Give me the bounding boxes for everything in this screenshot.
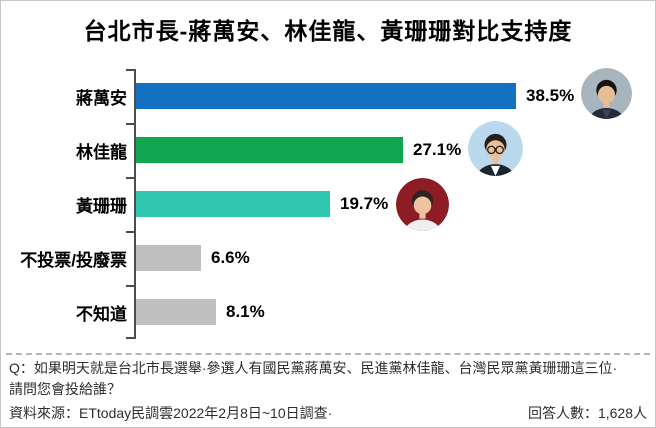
bar-row: 不投票/投廢票 6.6% [1,231,655,285]
category-label: 林佳龍 [76,142,127,162]
value-label: 38.5% [526,86,575,105]
candidate-photo-1 [581,68,632,119]
category-label: 黃珊珊 [76,196,127,216]
question-line-2: 請問您會投給誰？ [9,381,121,397]
value-label: 19.7% [340,194,389,213]
bar-row: 林佳龍 27.1% [1,123,655,177]
bar [136,191,330,217]
tick-mark [126,231,134,233]
tick-mark [126,123,134,125]
value-label: 6.6% [211,248,250,267]
tick-mark [126,285,134,287]
candidate-photo-2 [468,121,523,176]
question-line-1: Q：如果明天就是台北市長選舉·參選人有國民黨蔣萬安、民進黨林佳龍、台灣民眾黨黃珊… [9,360,618,376]
tick-mark [126,177,134,179]
axis-line [134,69,136,339]
bar [136,299,216,325]
respondents-text: 回答人數：1,628人 [527,405,647,421]
bar [136,245,201,271]
separator-line [6,353,650,355]
category-label: 不投票/投廢票 [20,250,127,270]
value-label: 27.1% [413,140,462,159]
tick-mark [126,69,134,71]
bar [136,83,516,109]
category-label: 不知道 [76,304,127,324]
chart-area: 蔣萬安 38.5% 林佳龍 27.1% 黃珊珊 19.7% 不投票/投廢票 6.6% 不知道 8.… [1,69,655,339]
bar-row: 蔣萬安 38.5% [1,69,655,123]
chart-title: 台北市長-蔣萬安、林佳龍、黃珊珊對比支持度 [83,18,573,44]
category-label: 蔣萬安 [76,88,127,108]
bar [136,137,403,163]
source-text: 資料來源：ETtoday民調雲2022年2月8日~10日調查· [9,405,333,421]
value-label: 8.1% [226,302,265,321]
footer-row: 資料來源：ETtoday民調雲2022年2月8日~10日調查· 回答人數：1,6… [9,403,647,423]
question-text: Q：如果明天就是台北市長選舉·參選人有國民黨蔣萬安、民進黨林佳龍、台灣民眾黨黃珊… [9,358,651,400]
candidate-photo-3 [396,178,449,231]
tick-mark [126,337,134,339]
bar-row: 黃珊珊 19.7% [1,177,655,231]
bar-row: 不知道 8.1% [1,285,655,339]
